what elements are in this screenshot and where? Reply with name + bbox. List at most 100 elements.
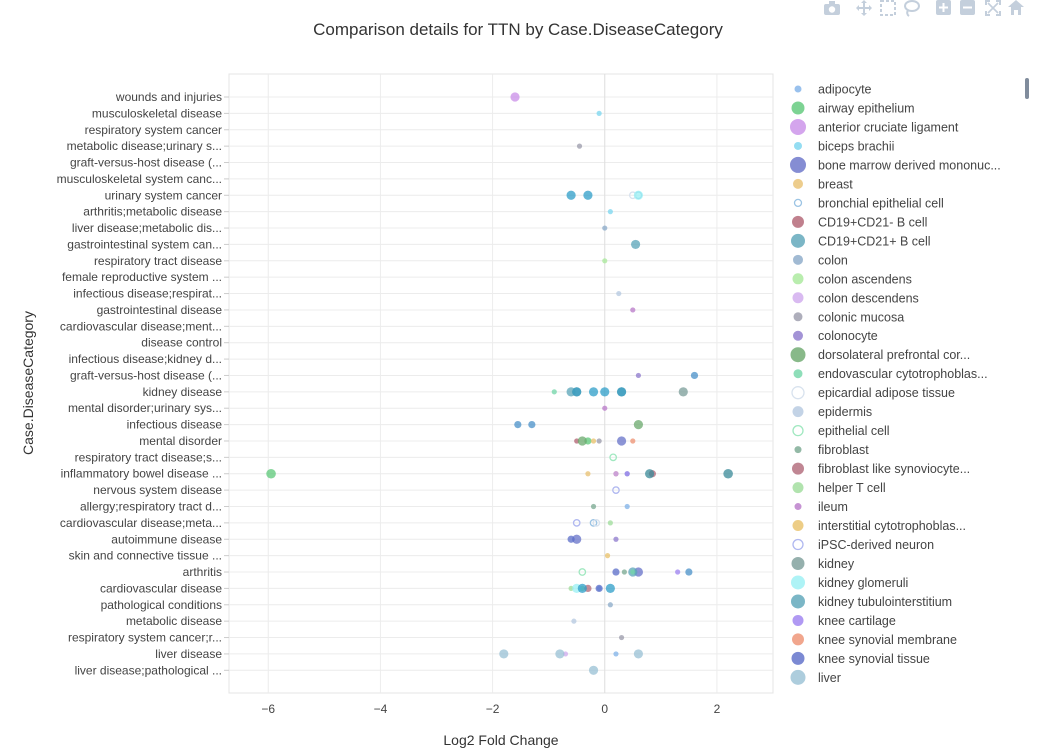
scatter-point[interactable] — [583, 190, 593, 200]
scatter-point[interactable] — [595, 584, 603, 593]
scatter-point[interactable] — [723, 468, 733, 479]
legend-item[interactable]: fibroblast — [794, 443, 870, 457]
scatter-point[interactable] — [571, 618, 577, 624]
scatter-point[interactable] — [616, 387, 627, 397]
pan-icon[interactable] — [856, 0, 872, 16]
legend-item[interactable]: kidney glomeruli — [791, 575, 908, 590]
legend-item[interactable]: epicardial adipose tissue — [791, 386, 955, 400]
legend-item[interactable]: colonocyte — [793, 329, 878, 343]
scatter-point[interactable] — [577, 436, 587, 446]
scatter-point[interactable] — [630, 307, 636, 313]
scatter-point[interactable] — [602, 225, 608, 231]
legend-item[interactable]: bone marrow derived mononuc... — [790, 156, 1001, 173]
legend-item[interactable]: epithelial cell — [792, 424, 890, 438]
scatter-point[interactable] — [588, 387, 599, 397]
scatter-point[interactable] — [604, 553, 611, 559]
scatter-point[interactable] — [612, 486, 620, 494]
scatter-point[interactable] — [630, 239, 641, 250]
plot-area[interactable] — [228, 73, 774, 694]
scatter-point[interactable] — [690, 371, 699, 380]
scatter-point[interactable] — [630, 438, 636, 444]
scatter-point[interactable] — [607, 520, 613, 526]
legend-item[interactable]: airway epithelium — [791, 101, 915, 115]
scatter-point[interactable] — [514, 421, 522, 429]
scatter-point[interactable] — [613, 536, 619, 542]
scatter-point[interactable] — [585, 471, 591, 477]
scatter-point[interactable] — [624, 503, 630, 510]
scatter-point[interactable] — [528, 421, 536, 429]
legend-item[interactable]: liver — [790, 669, 841, 685]
legend-item[interactable]: breast — [793, 177, 853, 191]
scatter-point[interactable] — [630, 569, 636, 575]
scatter-point[interactable] — [678, 387, 688, 397]
scatter-point[interactable] — [596, 110, 602, 116]
legend-item[interactable]: adipocyte — [794, 83, 872, 97]
legend-item[interactable]: colon ascendens — [792, 272, 912, 286]
scatter-point[interactable] — [566, 190, 576, 200]
legend-item[interactable]: knee synovial tissue — [791, 651, 930, 666]
legend-item[interactable]: ileum — [794, 500, 848, 514]
scatter-point[interactable] — [602, 405, 608, 411]
scatter-point[interactable] — [605, 583, 615, 594]
scatter-point[interactable] — [616, 290, 622, 297]
scatter-point[interactable] — [589, 519, 598, 527]
camera-icon[interactable] — [824, 1, 840, 15]
scatter-point[interactable] — [685, 568, 693, 576]
scatter-point[interactable] — [607, 602, 613, 608]
modebar[interactable] — [824, 0, 1024, 17]
scatter-point[interactable] — [555, 649, 565, 659]
scatter-point[interactable] — [645, 469, 655, 479]
scatter-point[interactable] — [588, 665, 599, 675]
legend-item[interactable]: colonic mucosa — [793, 310, 905, 324]
scatter-point[interactable] — [633, 190, 644, 200]
zoom-in-icon[interactable] — [936, 0, 951, 15]
scatter-point[interactable] — [612, 568, 620, 576]
scatter-point[interactable] — [609, 453, 618, 462]
legend-item[interactable]: knee cartilage — [792, 614, 896, 628]
scatter-point[interactable] — [578, 568, 587, 576]
autoscale-icon[interactable] — [985, 0, 1001, 16]
scatter-point[interactable] — [590, 503, 597, 510]
legend-item[interactable]: anterior cruciate ligament — [790, 118, 959, 135]
scatter-points[interactable] — [266, 92, 733, 675]
scatter-point[interactable] — [607, 209, 613, 215]
scatter-point[interactable] — [592, 519, 601, 527]
scatter-point[interactable] — [551, 389, 557, 395]
scatter-point[interactable] — [613, 651, 619, 657]
scatter-point[interactable] — [572, 534, 582, 544]
legend-item[interactable]: colon — [793, 253, 848, 267]
scatter-point[interactable] — [266, 468, 276, 479]
legend-item[interactable]: biceps brachii — [794, 139, 894, 153]
legend-item[interactable]: interstitial cytotrophoblas... — [792, 519, 967, 533]
scatter-point[interactable] — [577, 583, 587, 594]
legend-item[interactable]: helper T cell — [792, 481, 886, 495]
scatter-point[interactable] — [618, 634, 625, 641]
scatter-point[interactable] — [590, 438, 597, 444]
reset-axes-icon[interactable] — [1008, 0, 1024, 15]
legend-item[interactable]: epidermis — [792, 405, 873, 419]
scatter-point[interactable] — [616, 436, 627, 446]
scatter-point[interactable] — [600, 387, 610, 397]
legend-item[interactable]: kidney tubulointerstitium — [791, 594, 952, 609]
scatter-point[interactable] — [624, 471, 630, 477]
legend-item[interactable]: endovascular cytotrophoblas... — [793, 367, 988, 381]
scatter-point[interactable] — [675, 569, 681, 575]
scatter-point[interactable] — [596, 438, 602, 444]
scatter-point[interactable] — [613, 471, 619, 477]
legend-item[interactable]: fibroblast like synoviocyte... — [792, 462, 970, 476]
scatter-point[interactable] — [572, 387, 582, 397]
box-select-icon[interactable] — [880, 0, 896, 16]
legend-item[interactable]: kidney — [791, 557, 855, 571]
scatter-point[interactable] — [633, 420, 644, 430]
legend-item[interactable]: CD19+CD21+ B cell — [791, 233, 931, 249]
legend-item[interactable]: CD19+CD21- B cell — [792, 215, 927, 229]
legend-scrollbar[interactable] — [1025, 78, 1029, 99]
scatter-point[interactable] — [633, 649, 644, 659]
legend-item[interactable]: colon descendens — [792, 291, 919, 305]
scatter-point[interactable] — [602, 258, 608, 264]
scatter-point[interactable] — [510, 92, 520, 102]
legend-item[interactable]: bronchial epithelial cell — [793, 196, 944, 210]
scatter-point[interactable] — [576, 143, 583, 149]
zoom-out-icon[interactable] — [960, 0, 975, 15]
